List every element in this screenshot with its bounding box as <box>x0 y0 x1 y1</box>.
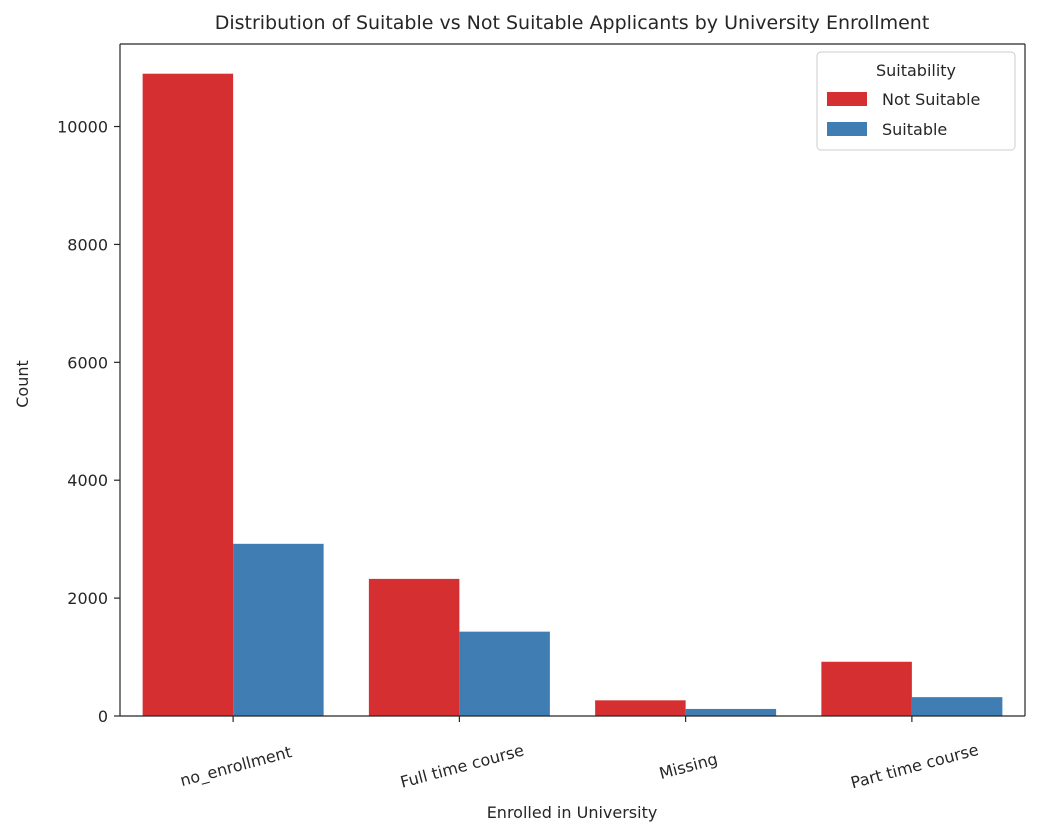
legend-title: Suitability <box>876 61 956 80</box>
legend-swatch-suitable <box>827 122 867 136</box>
x-axis: no_enrollment Full time course Missing Part… <box>178 716 981 792</box>
y-tick-label: 4000 <box>67 471 108 490</box>
y-axis-label: Count <box>13 360 32 408</box>
bar-not-suitable-no-enrollment <box>142 73 234 716</box>
legend-label-not-suitable: Not Suitable <box>882 90 980 109</box>
bar-not-suitable-missing <box>595 700 686 716</box>
y-tick-label: 8000 <box>67 235 108 254</box>
legend: Suitability Not Suitable Suitable <box>816 51 1016 151</box>
bar-suitable-part-time-course <box>911 697 1003 716</box>
bar-suitable-missing <box>685 708 777 716</box>
y-tick-label: 0 <box>98 707 108 726</box>
bar-not-suitable-full-time-course <box>368 578 460 716</box>
y-axis: 0 2000 4000 6000 8000 10000 <box>57 118 120 726</box>
bar-suitable-full-time-course <box>459 631 550 716</box>
x-tick-label: Missing <box>657 749 720 783</box>
x-tick-label: no_enrollment <box>178 742 294 791</box>
bar-not-suitable-part-time-course <box>821 661 912 716</box>
x-tick-label: Full time course <box>398 741 526 792</box>
plot-area <box>119 43 1026 717</box>
legend-label-suitable: Suitable <box>882 120 947 139</box>
y-tick-label: 10000 <box>57 118 108 137</box>
legend-swatch-not-suitable <box>827 92 867 106</box>
y-tick-label: 2000 <box>67 589 108 608</box>
x-tick-label: Part time course <box>849 740 981 792</box>
chart-title: Distribution of Suitable vs Not Suitable… <box>215 12 930 34</box>
y-tick-label: 6000 <box>67 353 108 372</box>
bar-suitable-no-enrollment <box>233 543 324 716</box>
x-axis-label: Enrolled in University <box>487 803 658 822</box>
